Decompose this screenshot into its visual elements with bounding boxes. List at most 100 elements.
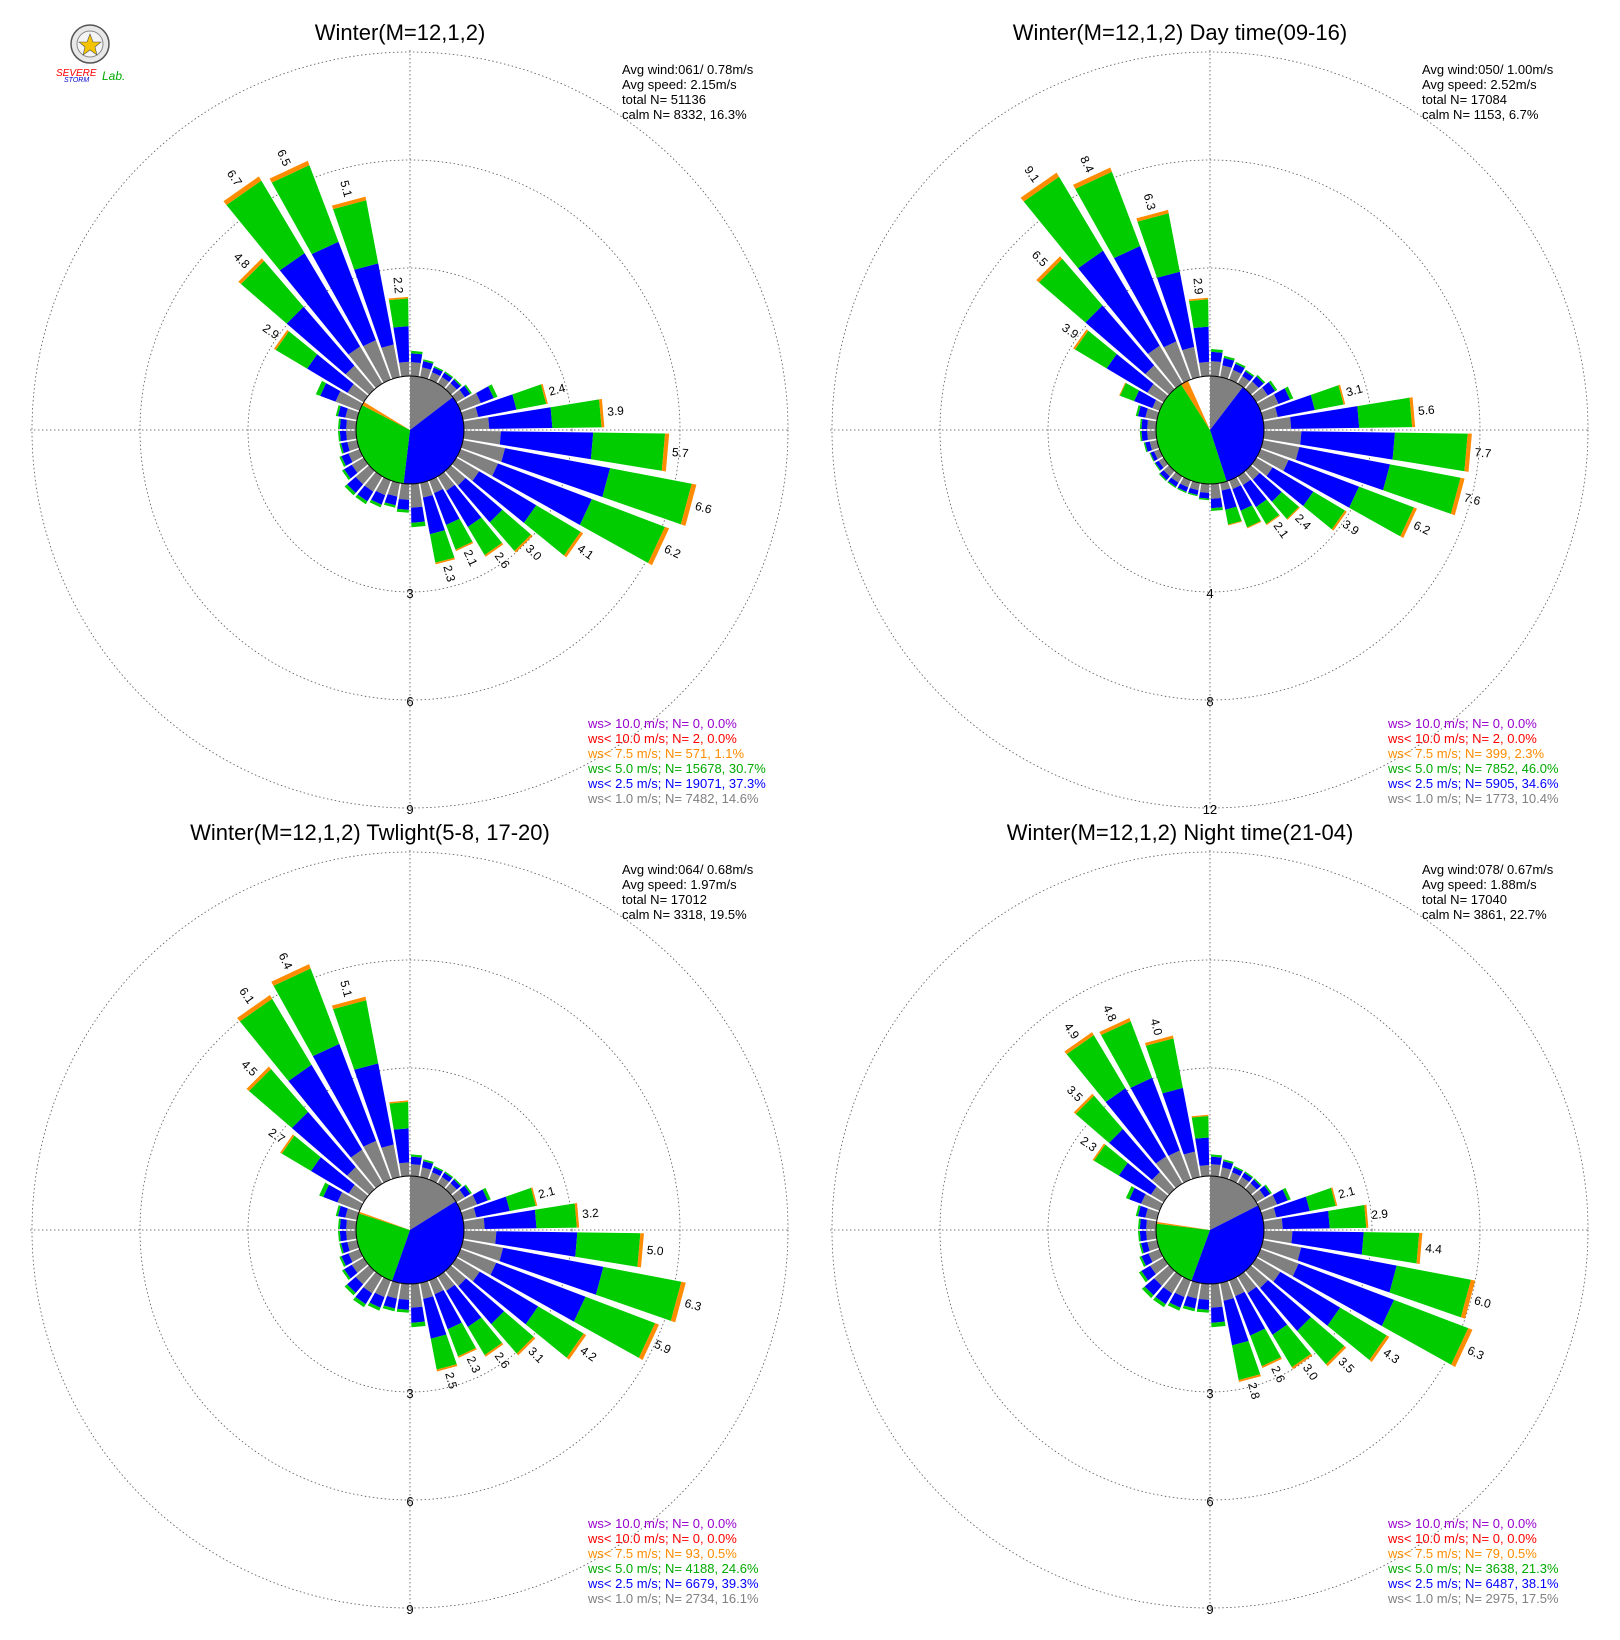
bar-segment bbox=[1109, 1129, 1160, 1180]
legend-entry: ws< 2.5 m/s; N= 5905, 34.6% bbox=[1387, 776, 1559, 791]
bar-segment bbox=[446, 1284, 482, 1328]
bar-segment bbox=[398, 1283, 410, 1300]
bar-segment bbox=[501, 448, 611, 497]
bar-value-label: 3.2 bbox=[582, 1206, 600, 1221]
bar-segment bbox=[463, 417, 490, 430]
bar-segment bbox=[420, 480, 433, 498]
bar-segment bbox=[1263, 417, 1292, 430]
wind-bar-325: 6.1 bbox=[236, 985, 383, 1189]
bar-segment bbox=[525, 1306, 584, 1358]
bar-segment bbox=[375, 477, 391, 496]
bar-segment bbox=[339, 456, 346, 467]
bar-segment bbox=[1023, 176, 1104, 269]
bar-segment bbox=[514, 534, 533, 553]
bar-segment bbox=[1251, 457, 1273, 477]
bar-segment bbox=[599, 398, 605, 428]
bar-segment bbox=[1291, 1231, 1364, 1255]
wind-bar-95: 7.7 bbox=[1263, 430, 1492, 472]
bar-segment bbox=[1242, 371, 1254, 382]
bar-value-label: 6.3 bbox=[683, 1296, 703, 1314]
bar-segment bbox=[1167, 481, 1177, 488]
bar-segment bbox=[457, 449, 499, 476]
bar-segment bbox=[457, 1194, 478, 1211]
wind-bar-345: 5.1 bbox=[331, 179, 400, 380]
wind-bar-145: 3.0 bbox=[1237, 1271, 1321, 1383]
legend-entry: ws< 5.0 m/s; N= 15678, 30.7% bbox=[587, 761, 766, 776]
wind-bar-135: 3.0 bbox=[445, 465, 545, 564]
bar-segment bbox=[1244, 1171, 1254, 1179]
bar-segment bbox=[423, 359, 434, 364]
bar-value-label: 3.1 bbox=[1345, 381, 1365, 399]
bar-value-label: 7.7 bbox=[1474, 445, 1492, 460]
bar-segment bbox=[1260, 440, 1300, 460]
bar-segment bbox=[275, 331, 318, 369]
bar-segment bbox=[271, 964, 311, 986]
bar-segment bbox=[1310, 385, 1344, 411]
bar-segment bbox=[1245, 369, 1255, 377]
wind-bar-165: 2.3 bbox=[420, 480, 458, 584]
bar-segment bbox=[579, 499, 665, 564]
bar-value-label: 4.0 bbox=[1148, 1017, 1166, 1037]
bar-segment bbox=[430, 1334, 457, 1370]
bar-segment bbox=[1223, 1298, 1249, 1346]
bar-segment bbox=[1093, 1144, 1128, 1176]
pie-slice bbox=[1191, 1205, 1264, 1284]
bar-segment bbox=[357, 485, 374, 502]
wind-bar-345: 6.3 bbox=[1136, 192, 1200, 380]
bar-segment bbox=[1409, 397, 1416, 428]
bar-segment bbox=[364, 471, 383, 492]
bar-value-label: 6.1 bbox=[236, 985, 257, 1007]
bar-segment bbox=[410, 1164, 421, 1177]
bar-value-label: 3.0 bbox=[523, 542, 545, 564]
bar-segment bbox=[381, 344, 400, 380]
bar-segment bbox=[1137, 213, 1180, 278]
bar-segment bbox=[1135, 405, 1141, 417]
bar-segment bbox=[1235, 361, 1246, 369]
bar-segment bbox=[337, 1192, 363, 1211]
bar-segment bbox=[398, 483, 410, 500]
bar-segment bbox=[455, 541, 474, 552]
wind-bar-85: 2.9 bbox=[1263, 1204, 1389, 1230]
bar-segment bbox=[1154, 1265, 1175, 1286]
wind-bar-235 bbox=[341, 1257, 369, 1281]
grid-ring bbox=[31, 51, 789, 809]
bar-value-label: 4.8 bbox=[231, 250, 253, 272]
bar-segment bbox=[353, 1296, 366, 1308]
bar-segment bbox=[1263, 1218, 1283, 1230]
bar-segment bbox=[1364, 1204, 1369, 1228]
bar-segment bbox=[1282, 1187, 1291, 1201]
bar-segment bbox=[240, 260, 304, 324]
wind-bar-215 bbox=[1153, 1271, 1183, 1308]
bar-segment bbox=[1460, 1279, 1476, 1319]
windrose-panel-2: Winter(M=12,1,2) Day time(09-16) 4 8 12 3.1 5… bbox=[830, 20, 1590, 817]
bar-segment bbox=[363, 340, 391, 383]
bar-segment bbox=[1155, 1156, 1183, 1189]
grid-ring bbox=[247, 267, 573, 593]
wind-bar-15 bbox=[1220, 355, 1235, 380]
bar-segment bbox=[1400, 507, 1417, 539]
bar-segment bbox=[348, 449, 363, 463]
grid-ring bbox=[1047, 267, 1373, 593]
bar-segment bbox=[411, 521, 426, 528]
bar-segment bbox=[411, 1306, 425, 1323]
wind-bar-5 bbox=[410, 350, 423, 377]
wind-bar-205 bbox=[367, 1277, 391, 1311]
bar-segment bbox=[1182, 1305, 1196, 1312]
stats-line: total N= 17012 bbox=[622, 892, 707, 907]
stats-line: Avg speed: 2.52m/s bbox=[1422, 77, 1537, 92]
bar-segment bbox=[1137, 405, 1148, 418]
bar-segment bbox=[387, 480, 400, 497]
bar-segment bbox=[341, 469, 351, 481]
bar-segment bbox=[473, 1196, 510, 1218]
bar-segment bbox=[1273, 388, 1291, 404]
bar-segment bbox=[1266, 514, 1280, 526]
wind-bar-315: 6.5 bbox=[1029, 248, 1175, 395]
bar-segment bbox=[354, 263, 394, 348]
bar-segment bbox=[1229, 1277, 1245, 1297]
logo-text-storm: STORM bbox=[64, 77, 89, 84]
bar-value-label: 3.9 bbox=[1340, 517, 1362, 538]
bar-segment bbox=[1188, 488, 1199, 495]
wind-bar-5 bbox=[1210, 1154, 1223, 1177]
wind-bar-175 bbox=[410, 1283, 426, 1328]
wind-bar-85: 3.2 bbox=[463, 1202, 600, 1230]
